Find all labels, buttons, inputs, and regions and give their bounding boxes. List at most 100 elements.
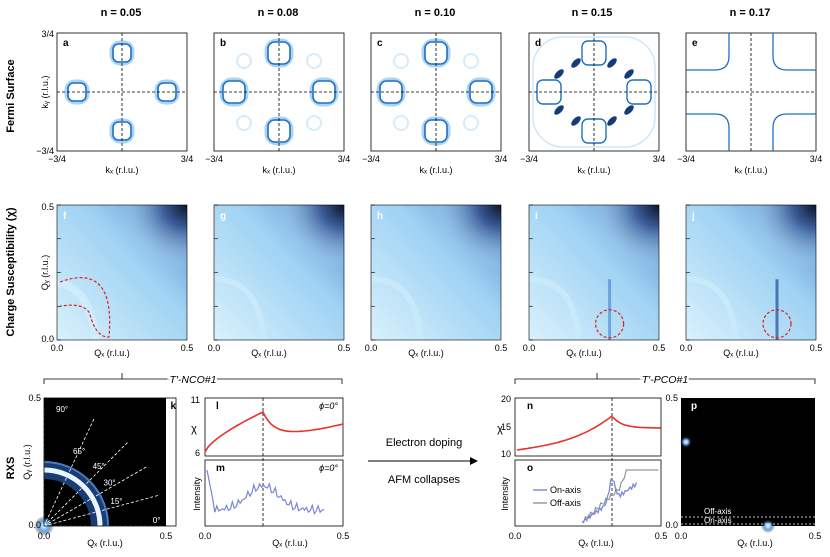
fermi-xtick-max: 3/4 — [181, 154, 194, 164]
doping-arrow: Electron doping AFM collapses — [368, 437, 478, 486]
n-ytick-15: 15 — [501, 422, 511, 432]
panel-letter: h — [377, 211, 383, 222]
panel-letter: b — [220, 38, 226, 49]
angle-label: 45° — [93, 462, 105, 471]
arrow-label-top: Electron doping — [386, 437, 462, 449]
fermi-surface-panel: b −3/4 3/4 kₓ (r.l.u.) — [205, 32, 351, 175]
bracket-right-text: T′-PCO#1 — [642, 374, 688, 386]
chi-xtick-left: 0.0 — [208, 343, 221, 353]
panel-letter-o: o — [527, 463, 533, 474]
angle-label: 65° — [73, 447, 85, 456]
panel-letter-p: p — [691, 401, 697, 412]
o-ylabel: Intensity — [500, 477, 510, 511]
panel-letter: g — [220, 211, 226, 222]
fermi-ytick-min: −3/4 — [36, 146, 54, 156]
panel-letter-k: k — [170, 401, 176, 412]
chi-xtick-right: 0.5 — [495, 343, 508, 353]
fermi-xtick-min: −3/4 — [520, 154, 538, 164]
o-legend-off: Off-axis — [550, 498, 581, 508]
fermi-xtick-max: 3/4 — [653, 154, 666, 164]
p-ytick-top: 0.5 — [665, 393, 678, 403]
susceptibility-map: g 0.0 0.5 Qₓ (r.l.u.) — [208, 204, 351, 358]
panel-letter: a — [63, 38, 69, 49]
row-label-rxs: RXS — [5, 457, 17, 480]
bracket-right-label: T′-PCO#1 — [642, 374, 688, 386]
fermi-xtick-max: 3/4 — [338, 154, 351, 164]
panel-letter: j — [691, 211, 695, 222]
panel-letter: d — [535, 38, 541, 49]
intensity-curve-m: m ϕ=0° Intensity 0.0 0.5 Qₓ (r.l.u.) — [192, 459, 349, 548]
panel-letter-n: n — [527, 401, 533, 412]
fermi-xlabel: kₓ (r.l.u.) — [420, 165, 453, 175]
doping-header: n = 0.05 — [101, 7, 142, 19]
susceptibility-map: h 0.0 0.5 Qₓ (r.l.u.) — [365, 204, 508, 358]
p-label-on: On-axis — [704, 516, 732, 525]
angle-label: 30° — [104, 478, 116, 487]
susceptibility-map: f 0.0 0.5 Qₓ (r.l.u.) 0.5 0.0 Qᵧ (r.l.u.) — [40, 202, 193, 358]
m-ylabel: Intensity — [192, 477, 202, 511]
p-xtick-left: 0.0 — [675, 531, 688, 541]
chi-xtick-left: 0.0 — [51, 343, 64, 353]
p-xtick-right: 0.5 — [809, 531, 822, 541]
angle-label: 90° — [56, 405, 68, 414]
fermi-xlabel: kₓ (r.l.u.) — [735, 165, 768, 175]
fermi-surface-panel: d −3/4 3/4 kₓ (r.l.u.) — [520, 32, 666, 175]
bracket-left-text: T′-NCO#1 — [170, 374, 217, 386]
chi-xlabel: Qₓ (r.l.u.) — [94, 348, 129, 358]
chi-xtick-right: 0.5 — [338, 343, 351, 353]
fermi-xlabel: kₓ (r.l.u.) — [578, 165, 611, 175]
k-ylabel: Qᵧ (r.l.u.) — [22, 444, 32, 479]
susceptibility-map: i 0.0 0.5 Qₓ (r.l.u.) — [523, 204, 666, 358]
n-ytick-20: 20 — [501, 394, 511, 404]
fermi-ytick-max: 3/4 — [41, 29, 54, 39]
panel-letter-l: l — [216, 401, 219, 412]
o-xtick-left: 0.0 — [509, 531, 522, 541]
bracket-left-label: T′-NCO#1 — [170, 374, 217, 386]
rxs-map-p: Off-axis On-axis p 0.5 0.0 0.0 0.5 Qₓ (r… — [665, 393, 821, 548]
k-ytick-top: 0.5 — [28, 393, 41, 403]
o-xlabel: Qₓ (r.l.u.) — [578, 538, 613, 548]
fermi-xtick-min: −3/4 — [48, 154, 66, 164]
chi-xtick-left: 0.0 — [365, 343, 378, 353]
fermi-xtick-max: 3/4 — [810, 154, 823, 164]
chi-xtick-right: 0.5 — [810, 343, 823, 353]
panel-letter: e — [692, 38, 698, 49]
p-xlabel: Qₓ (r.l.u.) — [737, 538, 772, 548]
panel-letter-m: m — [216, 463, 225, 474]
l-phi: ϕ=0° — [319, 401, 338, 411]
m-xlabel: Qₓ (r.l.u.) — [272, 538, 307, 548]
bracket-left: T′-NCO#1 T′-NCO#1 — [43, 372, 343, 389]
k-xtick-right: 0.5 — [160, 531, 173, 541]
chi-xtick-right: 0.5 — [653, 343, 666, 353]
o-legend-on: On-axis — [550, 485, 582, 495]
fermi-xtick-min: −3/4 — [677, 154, 695, 164]
doping-header: n = 0.15 — [572, 7, 613, 19]
chi-xlabel: Qₓ (r.l.u.) — [566, 348, 601, 358]
k-xlabel: Qₓ (r.l.u.) — [87, 538, 122, 548]
doping-header: n = 0.08 — [258, 7, 299, 19]
fermi-xtick-min: −3/4 — [362, 154, 380, 164]
chi-xlabel: Qₓ (r.l.u.) — [251, 348, 286, 358]
arrow-label-bottom: AFM collapses — [388, 474, 461, 486]
l-ytick-top: 11 — [191, 395, 200, 405]
row-label-fermi: Fermi Surface — [5, 59, 17, 132]
m-xtick-left: 0.0 — [199, 531, 212, 541]
n-ylabel: χ — [497, 423, 503, 435]
chi-xlabel: Qₓ (r.l.u.) — [723, 348, 758, 358]
panel-letter: f — [63, 211, 67, 222]
l-ylabel: χ — [191, 423, 197, 435]
fermi-surface-panel: a −3/4 3/4 kₓ (r.l.u.) 3/4 −3/4 kᵧ (r.l.u.) — [36, 29, 193, 175]
angle-label: 15° — [110, 497, 122, 506]
chi-xtick-left: 0.0 — [523, 343, 536, 353]
chi-xtick-left: 0.0 — [680, 343, 693, 353]
fermi-ylabel: kᵧ (r.l.u.) — [40, 76, 50, 109]
row-label-chi: Charge Susceptibility (χ) — [5, 207, 17, 337]
chi-curve-n: n 20 15 10 χ — [497, 394, 662, 526]
k-xtick-left: 0.0 — [38, 531, 51, 541]
fermi-xlabel: kₓ (r.l.u.) — [106, 165, 139, 175]
p-ytick-bottom: 0.0 — [665, 520, 678, 530]
chi-xtick-right: 0.5 — [181, 343, 194, 353]
panel-letter: c — [377, 38, 383, 49]
intensity-curve-o: o On-axis Off-axis Intensity 0.0 0.5 Qₓ … — [500, 459, 667, 548]
